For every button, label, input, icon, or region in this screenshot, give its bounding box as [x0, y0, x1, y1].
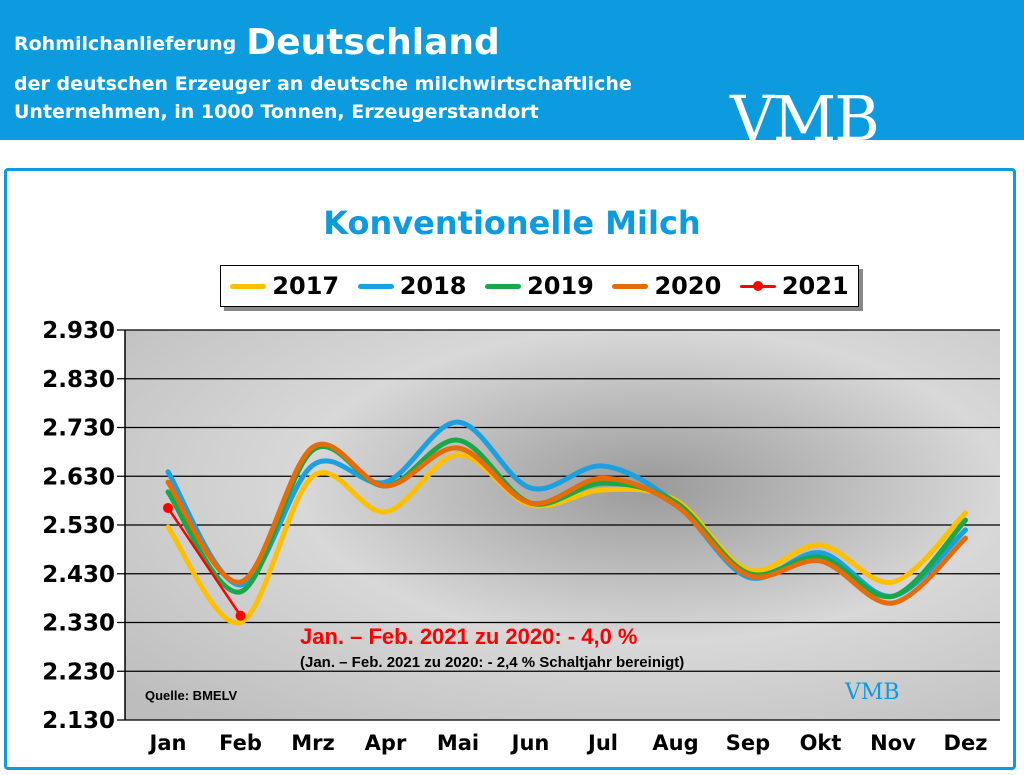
annotation-note: (Jan. – Feb. 2021 zu 2020: - 2,4 % Schal…: [300, 654, 685, 671]
y-tick-label: 2.230: [42, 659, 115, 685]
chart-frame: [4, 168, 1016, 770]
series-line-2020: [165, 441, 968, 606]
x-tick-label: Apr: [365, 731, 407, 755]
y-tick-label: 2.630: [42, 464, 115, 490]
x-tick-label: Nov: [870, 731, 916, 755]
y-tick-label: 2.330: [42, 611, 115, 637]
legend-label: 2020: [654, 272, 722, 300]
x-tick-label: Mrz: [291, 731, 334, 755]
legend-swatch: [612, 283, 649, 289]
header-title: Rohmilchanlieferung Deutschland: [14, 22, 500, 63]
x-tick-label: Sep: [726, 731, 770, 755]
legend-item-2020: 2020: [612, 272, 721, 300]
legend-item-2019: 2019: [485, 272, 594, 300]
source-label: Quelle: BMELV: [145, 688, 238, 703]
x-tick-label: Jun: [510, 731, 550, 755]
legend-item-2017: 2017: [230, 272, 339, 300]
legend-item-2021: 2021: [739, 272, 849, 300]
legend-label: 2021: [781, 272, 849, 300]
y-tick-label: 2.130: [42, 708, 115, 734]
x-tick-label: Dez: [944, 731, 988, 755]
x-tick-label: Feb: [219, 731, 262, 755]
legend-swatch: [230, 283, 267, 289]
series-line-2018: [165, 419, 968, 599]
x-tick-label: Mai: [437, 731, 479, 755]
header-country: Deutschland: [246, 22, 500, 63]
data-point-2021: [163, 502, 173, 513]
header-subtitle: der deutschen Erzeuger an deutsche milch…: [14, 70, 632, 126]
x-tick-label: Jan: [148, 731, 187, 755]
legend-label: 2018: [399, 272, 467, 300]
legend-swatch: [357, 283, 394, 289]
x-tick-label: Jul: [586, 731, 618, 755]
legend-label: 2019: [527, 272, 594, 300]
header-banner: Rohmilchanlieferung Deutschland der deuts…: [0, 0, 1024, 155]
y-tick-label: 2.530: [42, 513, 115, 539]
header-line1: Rohmilchanlieferung: [14, 33, 237, 55]
legend: 2017 2018 2019 2020 2021: [220, 265, 859, 307]
data-point-2021: [235, 610, 246, 621]
x-tick-label: Aug: [652, 731, 698, 755]
header-line2: der deutschen Erzeuger an deutsche milch…: [14, 73, 632, 95]
vmb-logo: VMB: [730, 82, 880, 155]
y-tick-label: 2.730: [42, 416, 115, 442]
chart-title: Konventionelle Milch: [323, 204, 701, 242]
annotation-main: Jan. – Feb. 2021 zu 2020: - 4,0 %: [300, 624, 638, 649]
y-tick-label: 2.930: [42, 318, 115, 344]
series-line-2021: [166, 507, 242, 617]
legend-swatch: [739, 281, 776, 291]
header-line3: Unternehmen, in 1000 Tonnen, Erzeugersta…: [14, 101, 539, 123]
legend-item-2018: 2018: [357, 272, 467, 300]
y-tick-label: 2.830: [42, 367, 115, 393]
vmb-watermark: VMB: [845, 680, 900, 705]
legend-swatch: [485, 283, 522, 289]
legend-label: 2017: [272, 272, 340, 300]
x-tick-label: Okt: [800, 731, 842, 755]
y-tick-label: 2.430: [42, 562, 115, 588]
